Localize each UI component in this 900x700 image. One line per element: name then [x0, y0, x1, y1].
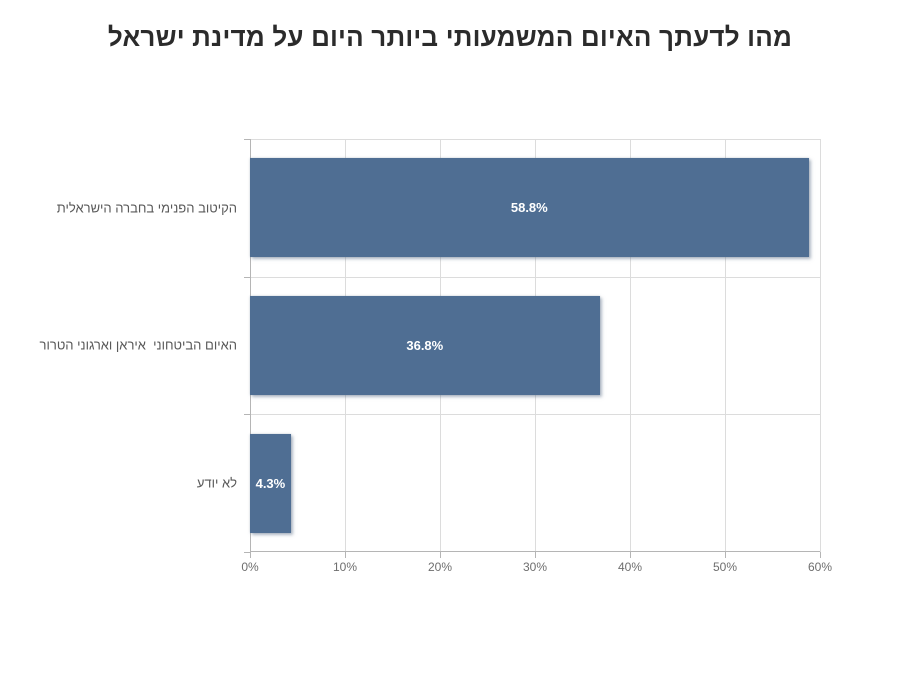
- category-label: לא יודע: [196, 475, 237, 491]
- y-tick-mark: [244, 139, 250, 140]
- x-tick-mark: [820, 552, 821, 558]
- chart-title: מהו לדעתך האיום המשמעותי ביותר היום על מ…: [107, 22, 793, 52]
- x-tick-label: 60%: [807, 560, 833, 574]
- row-gridline: [250, 276, 820, 278]
- bar-row: 4.3% לא יודע: [197, 414, 820, 552]
- x-tick-mark: [725, 552, 726, 558]
- x-gridline: [820, 139, 821, 552]
- x-tick-mark: [440, 552, 441, 558]
- x-gridline: [630, 139, 631, 552]
- row-gridline: [250, 139, 820, 140]
- x-gridline: [725, 139, 726, 552]
- y-tick-mark: [244, 414, 250, 416]
- bar-value-label: 58.8%: [510, 200, 548, 216]
- bar-row: 36.8% האיום הביטחוני איראן וארגוני הטרור: [40, 277, 820, 415]
- x-tick-label: 10%: [332, 560, 358, 574]
- x-axis-line: [250, 551, 820, 552]
- x-tick-mark: [535, 552, 536, 558]
- bar: 36.8%: [250, 295, 600, 395]
- row-gridline: [250, 414, 820, 416]
- bar-row: 58.8% הקיטוב הפנימי בחברה הישראלית: [57, 139, 820, 277]
- bar: 4.3%: [250, 433, 291, 533]
- y-tick-mark: [244, 552, 250, 553]
- plot-area: 0% 10% 20% 30% 40% 50% 60% 58.8% הקיטוב הפנימי ב…: [40, 139, 832, 574]
- bar-value-label: 4.3%: [255, 475, 286, 491]
- x-tick-label: 20%: [427, 560, 453, 574]
- category-label: האיום הביטחוני איראן וארגוני הטרור: [39, 337, 237, 353]
- x-tick-mark: [630, 552, 631, 558]
- x-tick-label: 40%: [617, 560, 643, 574]
- category-label: הקיטוב הפנימי בחברה הישראלית: [56, 200, 237, 216]
- bar: 58.8%: [250, 158, 809, 258]
- bar-value-label: 36.8%: [406, 337, 444, 353]
- x-tick-label: 30%: [522, 560, 548, 574]
- x-tick-label: 50%: [712, 560, 738, 574]
- y-tick-mark: [244, 276, 250, 278]
- x-tick-label: 0%: [241, 560, 259, 574]
- x-tick-mark: [345, 552, 346, 558]
